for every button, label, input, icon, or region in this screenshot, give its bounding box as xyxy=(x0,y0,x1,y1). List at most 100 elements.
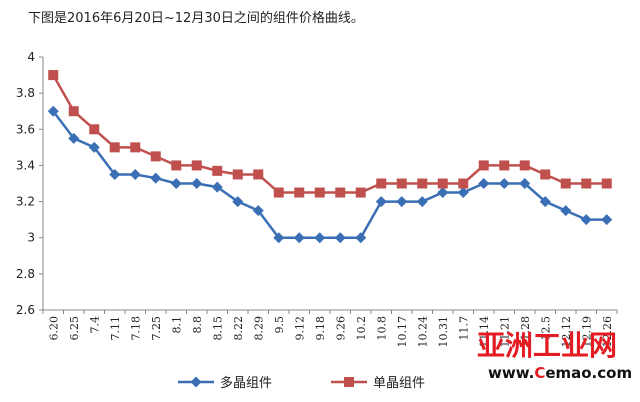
data-point-square xyxy=(191,160,202,171)
data-point-diamond xyxy=(150,172,162,184)
x-tick-label: 9.18 xyxy=(314,316,327,341)
data-point-diamond xyxy=(375,196,387,208)
x-tick-label: 10.17 xyxy=(396,316,409,348)
data-point-square xyxy=(417,178,428,189)
watermark-url: www.Cemao.com xyxy=(488,364,632,382)
chart-series xyxy=(47,70,613,244)
data-point-diamond xyxy=(314,232,326,244)
data-point-diamond xyxy=(560,205,572,217)
data-point-square xyxy=(601,178,612,189)
data-point-square xyxy=(581,178,592,189)
x-tick-label: 7.11 xyxy=(109,316,122,341)
data-point-square xyxy=(314,187,325,198)
data-point-diamond xyxy=(47,105,59,117)
legend-label: 多晶组件 xyxy=(220,375,272,391)
data-point-diamond xyxy=(396,196,408,208)
data-point-diamond xyxy=(88,141,100,153)
x-tick-label: 12.5 xyxy=(539,316,552,341)
data-point-diamond xyxy=(539,196,551,208)
data-point-square xyxy=(48,70,59,81)
data-point-square xyxy=(540,169,551,180)
data-point-square xyxy=(89,124,100,135)
data-point-square xyxy=(253,169,264,180)
data-point-diamond xyxy=(457,187,469,199)
data-point-diamond xyxy=(416,196,428,208)
y-tick-label: 3.6 xyxy=(16,122,35,136)
data-point-square xyxy=(437,178,448,189)
y-tick-label: 2.6 xyxy=(16,303,35,317)
data-point-square xyxy=(458,178,469,189)
series-1 xyxy=(47,105,613,244)
x-tick-label: 11.7 xyxy=(457,316,470,341)
data-point-square xyxy=(68,106,79,117)
x-tick-label: 8.1 xyxy=(170,316,183,334)
x-tick-label: 7.4 xyxy=(88,316,101,334)
data-point-diamond xyxy=(334,232,346,244)
x-tick-label: 8.29 xyxy=(252,316,265,341)
data-point-diamond xyxy=(211,181,223,193)
chart-axes xyxy=(42,57,617,311)
data-point-square xyxy=(294,187,305,198)
y-tick-label: 3.8 xyxy=(16,86,35,100)
y-axis-ticks: 2.6 2.8 3 3.2 3.4 3.6 3.8 4 xyxy=(16,50,43,317)
data-point-square xyxy=(171,160,182,171)
data-point-square xyxy=(396,178,407,189)
x-tick-label: 11.21 xyxy=(498,316,511,348)
x-tick-label: 6.25 xyxy=(68,316,81,341)
data-point-diamond xyxy=(109,168,121,180)
x-tick-label: 11.28 xyxy=(519,316,532,348)
x-tick-label: 12.19 xyxy=(580,316,593,348)
x-tick-label: 10.8 xyxy=(375,316,388,341)
x-tick-label: 9.12 xyxy=(293,316,306,341)
x-tick-label: 7.25 xyxy=(150,316,163,341)
y-tick-label: 3.2 xyxy=(16,195,35,209)
data-point-diamond xyxy=(293,232,305,244)
data-point-square xyxy=(499,160,510,171)
data-point-square xyxy=(130,142,141,153)
data-point-square xyxy=(376,178,387,189)
data-point-square xyxy=(109,142,120,153)
legend-label: 单晶组件 xyxy=(373,376,425,391)
data-point-square xyxy=(335,187,346,198)
data-point-square xyxy=(273,187,284,198)
data-point-diamond xyxy=(129,168,141,180)
x-tick-label: 10.2 xyxy=(355,316,368,341)
series-line xyxy=(52,110,607,239)
chart-legend: 多晶组件 单晶组件 xyxy=(178,375,425,391)
data-point-diamond xyxy=(498,178,510,189)
x-tick-label: 12.26 xyxy=(601,316,614,348)
series-line xyxy=(52,74,607,194)
data-point-diamond xyxy=(252,205,264,217)
x-tick-label: 8.15 xyxy=(211,316,224,341)
x-tick-label: 8.8 xyxy=(191,316,204,334)
x-axis-ticks: 6.20 6.25 7.4 7.11 7.18 7.25 8.1 8.8 8.15 8.22 8.2… xyxy=(42,310,618,348)
x-tick-label: 7.18 xyxy=(129,316,142,341)
watermark-name: 亚洲工业网 xyxy=(477,329,617,362)
watermark-logo: 亚洲工业网 www.Cemao.com xyxy=(477,329,632,382)
y-tick-label: 3.4 xyxy=(16,158,35,172)
data-point-square xyxy=(519,160,530,171)
data-point-square xyxy=(355,187,366,198)
x-tick-label: 9.5 xyxy=(273,316,286,334)
data-point-square xyxy=(150,151,161,162)
x-tick-label: 10.24 xyxy=(416,316,429,348)
data-point-diamond xyxy=(190,376,202,388)
x-tick-label: 9.26 xyxy=(334,316,347,341)
y-tick-label: 2.8 xyxy=(16,267,35,281)
data-point-diamond xyxy=(437,187,449,199)
data-point-square xyxy=(232,169,243,180)
data-point-diamond xyxy=(478,178,490,189)
x-tick-label: 8.22 xyxy=(232,316,245,341)
y-tick-label: 4 xyxy=(27,50,35,64)
data-point-diamond xyxy=(580,214,592,226)
data-point-diamond xyxy=(170,178,182,189)
y-tick-label: 3 xyxy=(27,231,35,245)
data-point-diamond xyxy=(355,232,367,244)
legend-item-2: 单晶组件 xyxy=(331,376,425,391)
data-point-diamond xyxy=(232,196,244,208)
legend-item-1: 多晶组件 xyxy=(178,375,272,391)
data-point-diamond xyxy=(191,178,203,189)
x-tick-label: 10.31 xyxy=(437,316,450,348)
chart-caption: 下图是2016年6月20日~12月30日之间的组件价格曲线。 xyxy=(28,11,364,26)
